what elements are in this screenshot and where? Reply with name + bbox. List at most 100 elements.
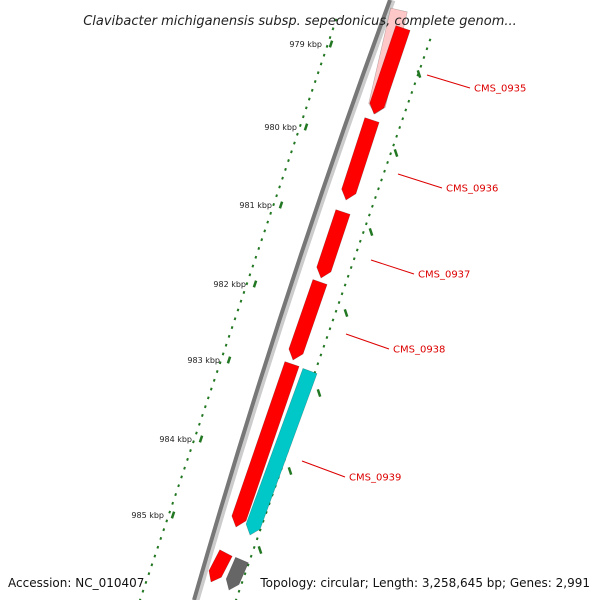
tick-dot [316,362,320,366]
tick-dot [153,554,157,558]
tick-dot [371,204,374,208]
tick-dot [251,264,255,268]
tick-dot [337,300,341,305]
tick-label: 982 kbp [213,280,246,289]
tick-dot [141,589,145,593]
tick-dot [398,125,402,130]
tick-dot [240,580,244,585]
tick-dot [246,563,250,567]
genome-summary-text: Topology: circular; Length: 3,258,645 bp… [259,576,590,590]
gene-label[interactable]: CMS_0935 [474,84,526,95]
outer-major-tick-mark [343,309,349,317]
tick-dot [281,176,284,180]
tick-dot [183,466,186,470]
gene-label-connector [426,74,471,89]
tick-dot [331,318,335,322]
tick-dot [239,299,243,303]
tick-label: 981 kbp [239,201,272,210]
tick-dot [236,308,240,312]
tick-label: 984 kbp [159,435,192,444]
gene-arrow-forward-984[interactable] [231,361,300,528]
tick-dot [310,88,314,92]
tick-dot [174,492,177,497]
accession-text: Accession: NC_010407 [8,576,144,590]
tick-dot [322,53,326,57]
tick-dot [349,265,353,270]
gene-arrow-bottom[interactable] [208,549,233,583]
gene-label-connector [370,259,415,275]
feature-arrow-gray[interactable] [225,556,249,591]
tick-dot [413,82,417,86]
tick-dot [374,195,377,200]
tick-dot [192,440,195,444]
tick-dot [269,211,273,215]
major-tick-mark [226,356,232,364]
tick-dot [186,457,189,461]
tick-dot [358,239,362,243]
tick-dot [242,290,246,294]
gene-labels[interactable]: CMS_0935 CMS_0936 CMS_0937 CMS_0938 CMS_0939 [301,74,526,484]
tick-dot [380,178,383,182]
tick-dot [189,449,192,453]
tick-label: 985 kbp [131,511,164,520]
tick-dot [383,169,386,173]
tick-dot [340,292,344,296]
tick-dot [422,55,426,60]
tick-dot [334,18,338,22]
gene-label-connector [345,333,390,350]
tick-dot [278,185,281,189]
gene-arrow-cms-0938[interactable] [288,279,328,361]
feature-track[interactable] [208,7,411,591]
tick-dot [272,202,275,207]
gene-arrow-cms-0935[interactable] [369,25,411,115]
tick-dot [230,326,234,330]
tick-dot [364,222,368,226]
tick-dot [233,317,237,321]
tick-dot [252,545,256,550]
tick-dot [325,335,329,340]
tick-dot [138,598,142,600]
tick-dot [221,352,225,356]
tick-dot [260,238,264,242]
outer-major-tick-mark [416,70,422,78]
tick-dot [144,580,148,584]
tick-dot [299,123,302,128]
tick-dot [304,106,308,110]
tick-dot [377,187,380,191]
tick-dot [319,62,323,66]
tick-dot [249,554,253,558]
tick-label: 983 kbp [187,356,220,365]
tick-dot [425,47,429,51]
gene-label[interactable]: CMS_0939 [349,473,401,484]
tick-dot [428,38,432,42]
tick-dot [264,510,268,515]
tick-dot [386,160,389,165]
tick-dot [284,167,287,171]
tick-dot [218,361,222,365]
tick-dot [177,484,180,488]
gene-label[interactable]: CMS_0938 [393,345,445,356]
tick-dot [392,143,395,147]
backbone-line [192,0,392,600]
gene-arrow-cms-0937[interactable] [316,209,351,279]
gene-arrow-cms-0936[interactable] [341,117,380,201]
major-tick-mark [278,201,284,209]
gene-arrow-cms-0939[interactable] [245,368,318,536]
tick-dot [352,257,356,261]
genome-backbone [192,0,396,600]
gene-label[interactable]: CMS_0936 [446,184,498,195]
tick-dot [201,413,204,418]
tick-dot [245,282,249,286]
tick-dot [261,519,265,523]
tick-dot [296,132,299,136]
tick-dot [307,97,311,101]
tick-dot [275,194,278,198]
tick-dot [195,431,198,435]
tick-dot [198,422,201,426]
backbone-shadow [192,0,396,600]
gene-label[interactable]: CMS_0937 [418,270,470,281]
tick-dot [313,79,317,84]
major-tick-mark [170,511,176,519]
tick-dot [224,343,228,347]
